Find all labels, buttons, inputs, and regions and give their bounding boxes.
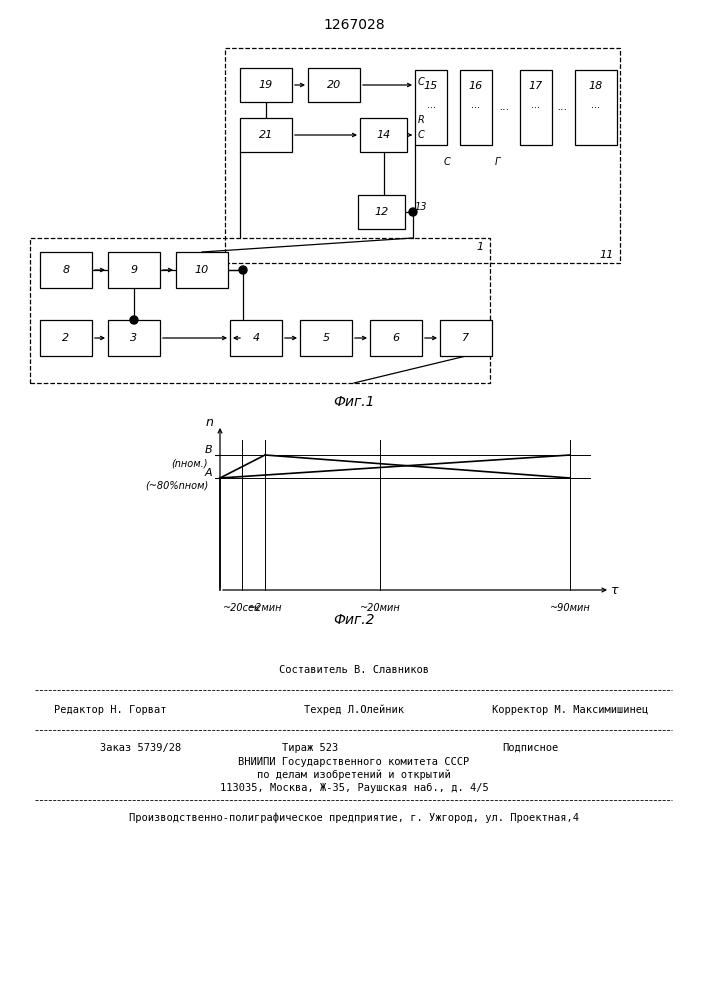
Text: Подписное: Подписное <box>502 743 558 753</box>
Text: 16: 16 <box>469 81 483 91</box>
Text: B: B <box>204 445 212 455</box>
Text: Корректор М. Максимишинец: Корректор М. Максимишинец <box>492 705 648 715</box>
Text: ...: ... <box>500 102 510 112</box>
Bar <box>240 118 292 152</box>
Text: 5: 5 <box>322 333 329 343</box>
Bar <box>230 320 282 356</box>
Text: 113035, Москва, Ж-35, Раушская наб., д. 4/5: 113035, Москва, Ж-35, Раушская наб., д. … <box>220 783 489 793</box>
Bar <box>300 320 352 356</box>
Text: 4: 4 <box>252 333 259 343</box>
Bar <box>575 70 617 145</box>
Text: ...: ... <box>532 100 540 110</box>
Text: ...: ... <box>472 100 481 110</box>
Text: 3: 3 <box>130 333 138 343</box>
Text: 7: 7 <box>462 333 469 343</box>
Text: 14: 14 <box>376 130 391 140</box>
Text: ~90мин: ~90мин <box>549 603 590 613</box>
Bar <box>176 252 228 288</box>
Bar <box>108 252 160 288</box>
Text: Заказ 5739/28: Заказ 5739/28 <box>100 743 181 753</box>
Bar <box>240 68 292 102</box>
Text: 19: 19 <box>259 80 273 90</box>
Text: ~20мин: ~20мин <box>360 603 400 613</box>
Text: 6: 6 <box>392 333 399 343</box>
Text: Производственно-полиграфическое предприятие, г. Ужгород, ул. Проектная,4: Производственно-полиграфическое предприя… <box>129 813 579 823</box>
Text: 11: 11 <box>600 250 614 260</box>
Bar <box>225 48 620 263</box>
Text: ~20сек: ~20сек <box>223 603 261 613</box>
Text: 20: 20 <box>327 80 341 90</box>
Text: Техред Л.Олейник: Техред Л.Олейник <box>304 705 404 715</box>
Text: по делам изобретений и открытий: по делам изобретений и открытий <box>257 770 451 780</box>
Bar <box>415 70 447 145</box>
Text: n: n <box>206 416 214 428</box>
Text: Тираж 523: Тираж 523 <box>282 743 338 753</box>
Text: 15: 15 <box>424 81 438 91</box>
Text: (nном.): (nном.) <box>172 458 208 468</box>
Text: C: C <box>418 77 425 87</box>
Bar <box>108 320 160 356</box>
Text: 12: 12 <box>375 207 389 217</box>
Text: 8: 8 <box>62 265 69 275</box>
Text: Фиг.2: Фиг.2 <box>333 613 375 627</box>
Text: 10: 10 <box>195 265 209 275</box>
Text: 17: 17 <box>529 81 543 91</box>
Circle shape <box>239 266 247 274</box>
Text: C: C <box>443 157 450 167</box>
Text: A: A <box>204 468 212 478</box>
Text: ВНИИПИ Государственного комитета СССР: ВНИИПИ Государственного комитета СССР <box>238 757 469 767</box>
Bar <box>440 320 492 356</box>
Text: Составитель В. Славников: Составитель В. Славников <box>279 665 429 675</box>
Bar <box>370 320 422 356</box>
Text: 13: 13 <box>415 202 428 212</box>
Text: 21: 21 <box>259 130 273 140</box>
Text: Фиг.1: Фиг.1 <box>333 395 375 409</box>
Text: 18: 18 <box>589 81 603 91</box>
Text: τ: τ <box>612 584 619 596</box>
Text: (~80%nном): (~80%nном) <box>145 481 208 491</box>
Text: C: C <box>418 130 425 140</box>
Bar <box>40 252 92 288</box>
Circle shape <box>409 208 417 216</box>
Text: 1267028: 1267028 <box>323 18 385 32</box>
Text: ...: ... <box>558 102 568 112</box>
Bar <box>360 118 407 152</box>
Text: R: R <box>418 115 425 125</box>
Text: 2: 2 <box>62 333 69 343</box>
Bar <box>358 195 405 229</box>
Text: 9: 9 <box>130 265 138 275</box>
Text: Γ: Γ <box>494 157 500 167</box>
Text: ...: ... <box>426 100 436 110</box>
Bar <box>30 238 490 383</box>
Bar <box>40 320 92 356</box>
Text: ...: ... <box>592 100 600 110</box>
Text: Редактор Н. Горват: Редактор Н. Горват <box>54 705 166 715</box>
Bar <box>308 68 360 102</box>
Text: 1: 1 <box>477 242 484 252</box>
Bar <box>520 70 552 145</box>
Circle shape <box>130 316 138 324</box>
Text: ~2мин: ~2мин <box>247 603 282 613</box>
Bar <box>460 70 492 145</box>
